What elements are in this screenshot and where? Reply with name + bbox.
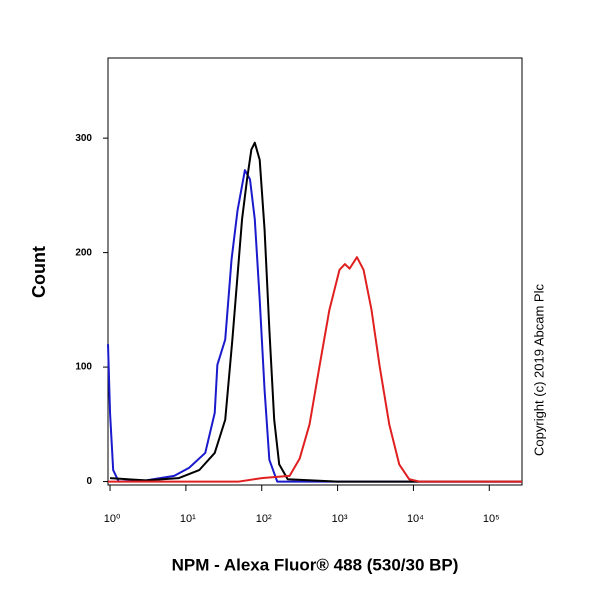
plot-frame bbox=[107, 57, 523, 486]
series-line bbox=[109, 141, 522, 483]
x-tick-label: 10⁵ bbox=[483, 513, 500, 525]
y-tick-label: 100 bbox=[75, 362, 92, 373]
x-tick-label: 10⁴ bbox=[407, 513, 424, 525]
y-tick-label: 300 bbox=[75, 133, 92, 144]
y-tick-label: 200 bbox=[75, 247, 92, 258]
x-tick-label: 10² bbox=[256, 513, 272, 525]
x-tick-label: 10⁰ bbox=[104, 513, 121, 525]
y-tick-label: 0 bbox=[86, 476, 92, 487]
series-line bbox=[107, 169, 522, 483]
x-tick-label: 10³ bbox=[332, 513, 348, 525]
x-tick-label: 10¹ bbox=[180, 513, 196, 525]
y-axis-label: Count bbox=[29, 246, 49, 298]
series-line bbox=[108, 256, 522, 483]
copyright: Copyright (c) 2019 Abcam Plc bbox=[531, 284, 546, 456]
x-axis-label: NPM - Alexa Fluor® 488 (530/30 BP) bbox=[172, 555, 459, 574]
